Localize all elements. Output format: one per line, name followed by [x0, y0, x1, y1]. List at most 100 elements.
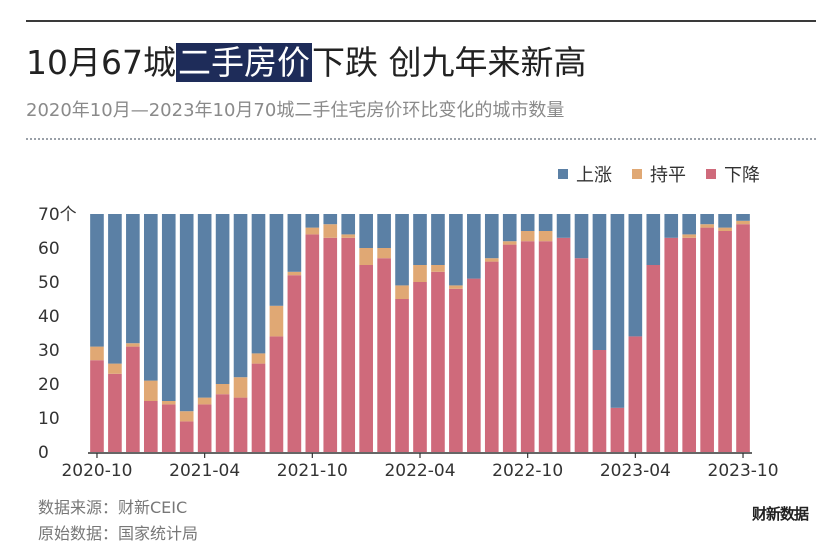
bar-segment-series-0 [251, 363, 266, 452]
chart-legend: 上涨 持平 下降 [558, 161, 760, 187]
data-source: 数据来源：财新CEIC [38, 498, 188, 517]
bar-segment-series-2 [126, 214, 140, 344]
bar-segment-series-0 [646, 265, 661, 452]
y-tick-label: 60 [38, 239, 60, 259]
bar-segment-series-1 [341, 234, 356, 238]
bar-segment-series-2 [700, 214, 714, 225]
bar-segment-series-2 [341, 214, 356, 235]
bar-segment-series-0 [449, 288, 463, 452]
bar-segment-series-0 [359, 265, 373, 452]
bar-segment-series-2 [233, 214, 248, 378]
bar-segment-series-0 [682, 237, 697, 452]
bar-segment-series-0 [90, 360, 104, 452]
bar-segment-series-2 [215, 214, 230, 384]
bar-segment-series-1 [126, 343, 140, 347]
bar-segment-series-0 [215, 394, 230, 452]
bar-segment-series-1 [305, 227, 320, 235]
bar-segment-series-1 [215, 384, 230, 395]
brand-logo: 财新数据 [752, 505, 809, 523]
bar-segment-series-1 [90, 346, 104, 361]
bar-segment-series-0 [179, 421, 194, 452]
bar-segment-series-2 [502, 214, 517, 242]
legend-swatch-fall [706, 169, 716, 179]
legend-swatch-flat [632, 169, 642, 179]
legend-label-rise: 上涨 [576, 165, 612, 186]
bar-segment-series-2 [179, 214, 194, 412]
legend-swatch-rise [558, 169, 568, 179]
bar-segment-series-0 [484, 261, 499, 452]
bar-segment-series-0 [736, 224, 750, 452]
bar-segment-series-1 [108, 363, 122, 374]
top-rule [26, 20, 816, 22]
bar-segment-series-2 [161, 214, 176, 401]
bar-segment-series-0 [592, 350, 607, 452]
data-origin: 原始数据：国家统计局 [38, 524, 199, 543]
bar-segment-series-1 [269, 305, 284, 337]
bar-segment-series-2 [592, 214, 607, 350]
bar-segment-series-2 [467, 214, 481, 279]
x-tick-label: 2023-04 [600, 461, 671, 481]
bar-segment-series-2 [108, 214, 122, 364]
x-tick-label: 2020-10 [61, 461, 132, 481]
bar-segment-series-2 [197, 214, 212, 398]
bar-segment-series-1 [143, 380, 158, 401]
y-tick-label: 30 [38, 341, 60, 361]
bar-segment-series-0 [431, 271, 445, 452]
bar-segment-series-2 [90, 214, 104, 347]
bar-segment-series-0 [287, 275, 302, 452]
page-title: 10月67城二手房价下跌 创九年来新高 [26, 40, 586, 86]
x-tick-label: 2023-10 [708, 461, 779, 481]
bar-segment-series-0 [197, 404, 212, 452]
bar-segment-series-0 [305, 234, 320, 452]
bar-segment-series-2 [646, 214, 661, 265]
y-tick-label: 50 [38, 273, 60, 293]
bar-segment-series-1 [736, 220, 750, 225]
bar-segment-series-1 [395, 285, 409, 299]
bar-segment-series-1 [413, 265, 427, 282]
bar-segment-series-1 [538, 231, 553, 242]
bar-segment-series-2 [664, 214, 679, 238]
bar-segment-series-0 [628, 336, 643, 452]
legend-label-flat: 持平 [650, 165, 686, 186]
title-highlight: 二手房价 [175, 43, 312, 82]
y-tick-label: 20 [38, 375, 60, 395]
bar-segment-series-1 [251, 353, 266, 364]
bar-segment-series-1 [431, 265, 445, 272]
bar-segment-series-2 [718, 214, 732, 228]
bar-segment-series-2 [395, 214, 409, 286]
bar-segment-series-2 [538, 214, 553, 231]
bar-segment-series-2 [143, 214, 158, 381]
bar-segment-series-0 [108, 373, 122, 452]
bar-segment-series-0 [574, 258, 589, 452]
bar-segment-series-2 [305, 214, 320, 228]
bar-segment-series-2 [287, 214, 302, 272]
bar-segment-series-2 [323, 214, 338, 225]
bar-segment-series-2 [628, 214, 643, 337]
bar-segment-series-2 [377, 214, 391, 248]
bar-segment-series-1 [700, 224, 714, 228]
chart-subtitle: 2020年10月—2023年10月70城二手住宅房价环比变化的城市数量 [26, 100, 565, 121]
bar-segment-series-0 [395, 299, 409, 452]
x-tick-label: 2022-10 [492, 461, 563, 481]
bar-segment-series-1 [449, 285, 463, 289]
title-part-2: 下跌 创九年来新高 [311, 43, 587, 82]
bar-segment-series-1 [233, 377, 248, 398]
bar-segment-series-0 [556, 237, 571, 452]
y-tick-label: 70个 [38, 205, 77, 225]
bar-segment-series-0 [700, 227, 714, 452]
bar-segment-series-0 [323, 237, 338, 452]
bar-segment-series-2 [251, 214, 266, 354]
y-tick-label: 40 [38, 307, 60, 327]
legend-item-flat: 持平 [632, 161, 686, 187]
x-tick-label: 2021-10 [277, 461, 348, 481]
bar-segment-series-2 [520, 214, 535, 231]
bar-segment-series-0 [413, 282, 427, 452]
bar-segment-series-0 [467, 278, 481, 452]
bar-segment-series-2 [449, 214, 463, 286]
bar-segment-series-1 [377, 248, 391, 259]
bar-segment-series-0 [341, 237, 356, 452]
bar-segment-series-1 [520, 231, 535, 242]
y-tick-label: 0 [38, 443, 49, 463]
bar-segment-series-1 [484, 258, 499, 262]
bar-segment-series-0 [126, 346, 140, 452]
